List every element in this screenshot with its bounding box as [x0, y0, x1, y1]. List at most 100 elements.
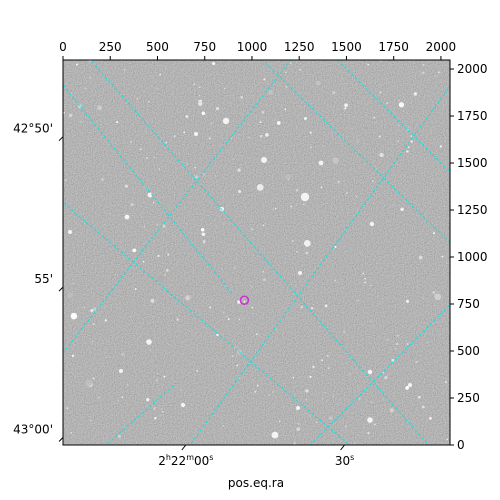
bright-star: [271, 431, 279, 439]
star: [246, 149, 253, 155]
left-tick-label: 55': [34, 272, 53, 286]
star: [334, 245, 337, 248]
star: [214, 175, 217, 177]
star: [421, 405, 425, 409]
star: [396, 334, 399, 337]
sky-image: [63, 60, 450, 445]
star: [432, 207, 435, 209]
star: [303, 203, 305, 206]
star: [320, 186, 323, 189]
bright-star: [119, 369, 123, 373]
star: [397, 124, 400, 127]
right-axis-ticks: 0 250 500 750 1000 1250 1500 1750 2000: [450, 62, 488, 452]
star: [74, 205, 76, 207]
star: [142, 260, 145, 263]
star: [311, 307, 314, 310]
star: [276, 121, 281, 125]
star: [79, 386, 82, 389]
left-tick-mark: [58, 437, 64, 442]
star: [208, 384, 210, 386]
star: [410, 416, 412, 419]
star: [346, 82, 349, 85]
star: [139, 431, 143, 435]
star: [104, 223, 106, 225]
star: [373, 423, 376, 426]
star: [419, 72, 422, 75]
star: [438, 182, 441, 185]
star: [213, 390, 216, 392]
star: [175, 264, 178, 266]
star: [121, 396, 124, 398]
bright-star: [367, 417, 373, 423]
right-tick-label: 750: [457, 297, 480, 311]
star: [310, 146, 312, 148]
star: [290, 309, 293, 312]
star: [66, 407, 69, 410]
star: [309, 375, 312, 378]
grid-line: [309, 304, 450, 445]
star: [268, 401, 271, 404]
star: [387, 147, 389, 150]
star: [198, 94, 201, 96]
star: [284, 173, 291, 180]
star: [422, 229, 424, 231]
star: [325, 115, 328, 118]
star: [375, 305, 377, 307]
star: [154, 416, 157, 420]
star: [446, 438, 448, 441]
star: [391, 358, 395, 362]
star: [248, 136, 251, 139]
star: [386, 338, 389, 342]
star: [349, 418, 351, 420]
star: [296, 251, 298, 253]
star: [237, 168, 241, 172]
star: [364, 281, 367, 284]
star: [262, 278, 267, 282]
right-tick-label: 1250: [457, 203, 488, 217]
star: [285, 71, 287, 74]
star: [413, 132, 415, 134]
star: [185, 295, 191, 301]
star: [221, 268, 223, 271]
star: [303, 240, 311, 247]
star: [439, 333, 442, 336]
star: [201, 111, 206, 116]
star: [240, 95, 243, 99]
star: [357, 209, 359, 212]
star: [161, 411, 164, 413]
star: [202, 266, 204, 269]
star: [351, 360, 353, 362]
star: [138, 334, 140, 336]
star: [298, 423, 300, 425]
star: [183, 131, 186, 134]
star: [92, 256, 95, 258]
star: [198, 99, 200, 102]
star: [130, 442, 133, 445]
star: [256, 184, 264, 191]
star: [414, 92, 417, 95]
star: [159, 414, 162, 417]
plot-frame: [62, 59, 451, 446]
star: [362, 272, 364, 275]
star: [122, 248, 124, 250]
star: [316, 408, 319, 411]
star: [90, 419, 92, 422]
star: [394, 347, 397, 350]
star: [356, 196, 358, 198]
star: [375, 167, 378, 170]
star: [250, 220, 253, 223]
star: [148, 376, 151, 379]
star: [229, 192, 232, 194]
star: [379, 91, 382, 94]
star: [71, 354, 75, 357]
star: [326, 355, 329, 358]
star: [264, 103, 267, 105]
star: [75, 63, 78, 66]
star: [379, 152, 384, 158]
star: [263, 78, 266, 81]
star: [320, 359, 323, 362]
star: [67, 292, 74, 299]
star: [222, 311, 225, 314]
star: [194, 175, 199, 179]
top-tick-label: 750: [193, 40, 216, 54]
